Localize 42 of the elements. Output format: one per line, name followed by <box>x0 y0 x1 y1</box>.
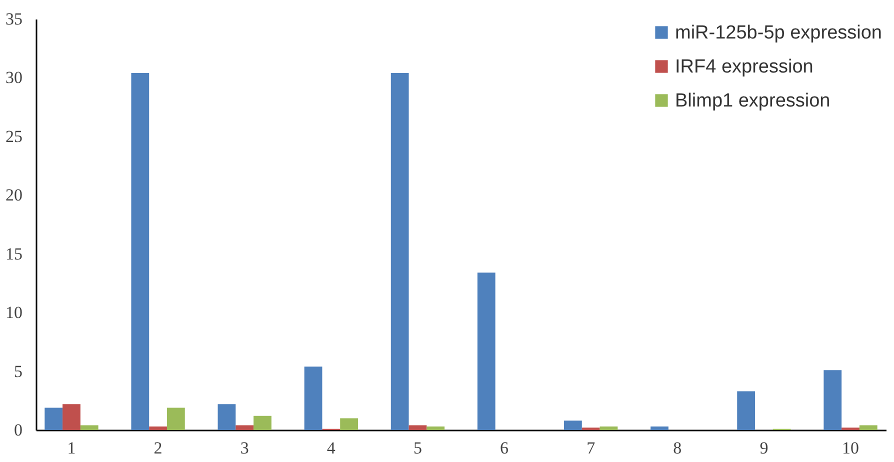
bar <box>564 420 582 430</box>
bar <box>340 418 358 430</box>
legend-label: miR-125b-5p expression <box>675 22 882 44</box>
x-tick-label: 10 <box>842 438 860 458</box>
bar <box>44 408 63 430</box>
bar <box>218 404 236 430</box>
bar <box>477 272 496 430</box>
y-tick-label: 10 <box>6 303 22 322</box>
bar <box>131 73 150 430</box>
bar <box>859 425 878 430</box>
y-tick-label: 15 <box>6 244 22 264</box>
bar <box>62 404 80 430</box>
y-tick-label: 25 <box>6 126 22 146</box>
x-tick-label: 3 <box>240 438 249 458</box>
y-tick-label: 5 <box>14 362 22 381</box>
y-tick-label: 35 <box>6 10 22 28</box>
bar <box>426 426 445 430</box>
bar <box>408 425 427 430</box>
bar <box>600 426 618 430</box>
bar <box>824 370 842 430</box>
y-tick-label: 30 <box>6 68 22 88</box>
legend-label: IRF4 expression <box>675 56 814 78</box>
y-tick-label: 20 <box>6 186 22 205</box>
bar <box>149 426 167 430</box>
bar <box>80 425 98 430</box>
bar <box>390 73 409 430</box>
x-tick-label: 6 <box>500 438 509 458</box>
x-tick-label: 4 <box>326 438 336 458</box>
bar <box>166 408 185 430</box>
legend-label: Blimp1 expression <box>675 90 830 112</box>
bar <box>304 366 322 430</box>
bar <box>236 425 254 430</box>
x-tick-label: 8 <box>673 438 682 458</box>
x-tick-label: 2 <box>154 438 162 458</box>
x-tick-label: 1 <box>67 438 76 458</box>
x-tick-label: 7 <box>586 438 596 458</box>
bar <box>737 391 756 430</box>
x-tick-label: 9 <box>760 438 768 458</box>
x-tick-label: 5 <box>413 438 422 458</box>
bar <box>254 416 272 430</box>
bar <box>650 426 668 430</box>
y-tick-label: 0 <box>14 420 22 440</box>
